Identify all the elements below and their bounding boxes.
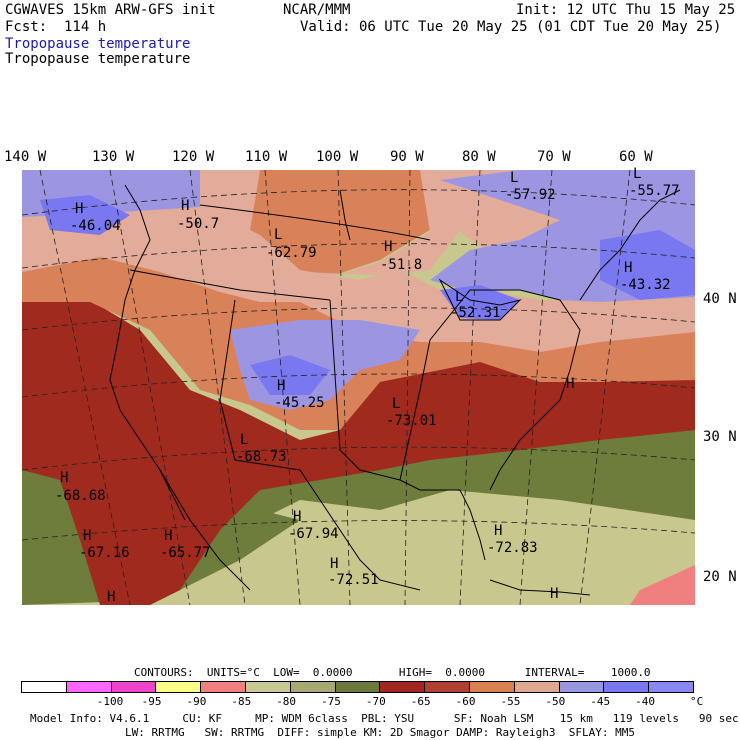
lon-label-130w: 130 W	[92, 149, 135, 165]
colorbar-segment	[425, 682, 470, 692]
extremum-value: -52.31	[450, 305, 501, 321]
extremum-value: -73.01	[386, 413, 437, 429]
extremum-type: L	[274, 227, 283, 243]
colorbar-segment	[604, 682, 650, 692]
colorbar-segment	[469, 682, 515, 692]
extremum-value: -72.83	[487, 540, 538, 556]
extremum-value: -68.68	[55, 488, 106, 504]
extremum-type: H	[60, 470, 69, 486]
extremum-type: H	[83, 528, 92, 544]
extremum-value: -46.04	[70, 218, 121, 234]
lon-label-80w: 80 W	[462, 149, 496, 165]
lon-label-120w: 120 W	[172, 149, 215, 165]
extremum-type: L	[510, 170, 519, 186]
colorbar-tick-label: -50	[545, 695, 566, 708]
extremum-type: H	[566, 376, 575, 392]
extremum-type: H	[107, 589, 116, 605]
colorbar-segment	[66, 682, 112, 692]
colorbar-tick-label: -90	[186, 695, 207, 708]
extremum-value: -55.77	[629, 183, 680, 199]
lon-label-70w: 70 W	[537, 149, 571, 165]
extremum-type: H	[181, 198, 190, 214]
colorbar-segment	[380, 682, 426, 692]
extremum-value: -57.92	[505, 187, 556, 203]
extremum-value: -51.8	[380, 257, 423, 273]
extremum-value: -50.7	[177, 216, 220, 232]
extremum-type: H	[293, 509, 302, 525]
colorbar-segment	[201, 682, 246, 692]
model-title: CGWAVES 15km ARW-GFS init	[5, 2, 216, 18]
extremum-value: -72.51	[328, 572, 379, 588]
extremum-value: -43.32	[620, 277, 671, 293]
extremum-type: H	[550, 586, 559, 602]
extremum-value: -67.94	[288, 526, 339, 542]
extremum-type: L	[240, 432, 249, 448]
colorbar-tick-label: -70	[365, 695, 386, 708]
colorbar-tick-label: -40	[635, 695, 655, 708]
colorbar-segment	[245, 682, 291, 692]
colorbar-segment	[649, 682, 693, 692]
colorbar	[21, 681, 694, 693]
field-title-primary: Tropopause temperature	[5, 36, 191, 52]
extremum-type: L	[392, 396, 401, 412]
extremum-type: H	[75, 201, 84, 217]
lon-label-90w: 90 W	[390, 149, 424, 165]
colorbar-tick-label: -45	[590, 695, 611, 708]
lat-label-20n: 20 N	[703, 569, 737, 585]
colorbar-segment	[156, 682, 202, 692]
colorbar-segment	[111, 682, 157, 692]
colorbar-tick-label: -65	[410, 695, 431, 708]
extremum-type: L	[633, 166, 642, 182]
forecast-hour: Fcst: 114 h	[5, 19, 107, 35]
extremum-type: H	[624, 260, 633, 276]
extremum-type: H	[330, 556, 339, 572]
colorbar-segment	[22, 682, 67, 692]
extremum-value: -45.25	[274, 395, 325, 411]
shaded-field	[22, 170, 695, 605]
valid-time: Valid: 06 UTC Tue 20 May 25 (01 CDT Tue …	[300, 19, 722, 35]
field-title-secondary: Tropopause temperature	[5, 51, 191, 67]
init-time: Init: 12 UTC Thu 15 May 25	[516, 2, 736, 18]
colorbar-segment	[559, 682, 605, 692]
lon-label-110w: 110 W	[245, 149, 288, 165]
colorbar-segment	[335, 682, 381, 692]
colorbar-tick-label: -100	[96, 695, 124, 708]
colorbar-tick-label: -85	[231, 695, 252, 708]
center-label: NCAR/MMM	[283, 2, 351, 18]
extremum-type: H	[494, 523, 503, 539]
model-info-line-1: Model Info: V4.6.1 CU: KF MP: WDM 6class…	[30, 712, 739, 725]
extremum-value: -65.77	[160, 545, 211, 561]
colorbar-segment	[514, 682, 560, 692]
lat-label-40n: 40 N	[703, 291, 737, 307]
colorbar-tick-label: -80	[276, 695, 297, 708]
contour-info: CONTOURS: UNITS=°C LOW= 0.0000 HIGH= 0.0…	[134, 666, 651, 679]
colorbar-tick-label: -75	[321, 695, 341, 708]
colorbar-unit: °C	[690, 695, 704, 708]
extremum-value: -62.79	[266, 245, 317, 261]
coastlines-and-borders	[109, 184, 681, 596]
extremum-value: -68.73	[236, 449, 287, 465]
graticule	[22, 170, 695, 605]
lon-label-100w: 100 W	[316, 149, 359, 165]
colorbar-tick-label: -60	[455, 695, 476, 708]
extremum-type: H	[277, 378, 286, 394]
lon-label-60w: 60 W	[619, 149, 653, 165]
lon-label-140w: 140 W	[4, 149, 47, 165]
extremum-type: L	[455, 289, 464, 305]
colorbar-tick-label: -95	[141, 695, 162, 708]
model-info-line-2: LW: RRTMG SW: RRTMG DIFF: simple KM: 2D …	[125, 726, 635, 739]
lat-label-30n: 30 N	[703, 429, 737, 445]
extremum-type: H	[384, 239, 393, 255]
colorbar-tick-label: -55	[500, 695, 521, 708]
colorbar-segment	[290, 682, 336, 692]
extremum-type: H	[164, 528, 173, 544]
extremum-value: -67.16	[79, 545, 130, 561]
